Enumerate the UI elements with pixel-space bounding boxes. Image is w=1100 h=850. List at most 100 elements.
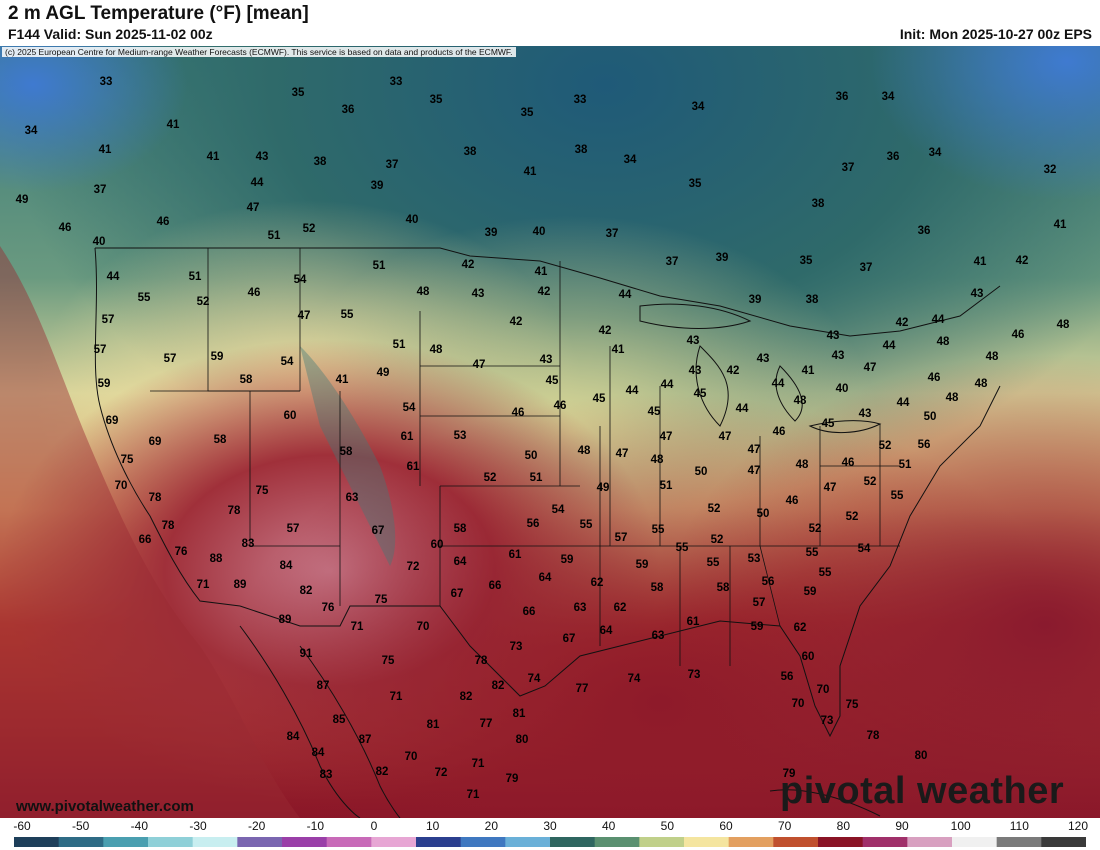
temperature-value: 59 xyxy=(803,586,817,598)
temperature-value: 46 xyxy=(772,426,786,438)
temperature-value: 42 xyxy=(509,316,523,328)
temperature-value: 60 xyxy=(283,410,297,422)
colorbar-tick-label: 20 xyxy=(484,819,499,833)
temperature-value: 44 xyxy=(250,177,264,189)
temperature-value: 58 xyxy=(213,434,227,446)
temperature-value: 77 xyxy=(575,683,589,695)
temperature-value: 37 xyxy=(93,184,107,196)
temperature-value: 44 xyxy=(106,271,120,283)
colorbar-tick-label: 60 xyxy=(719,819,733,833)
temperature-value: 63 xyxy=(651,630,665,642)
temperature-value: 38 xyxy=(313,156,327,168)
temperature-value: 88 xyxy=(209,553,223,565)
temperature-value: 43 xyxy=(688,365,702,377)
temperature-value: 43 xyxy=(826,330,840,342)
colorbar-segment xyxy=(728,837,774,847)
temperature-value: 52 xyxy=(863,476,877,488)
temperature-map[interactable]: 33 35 33 35 33 34 36 34 34 41 36 35 38 38 34 36 34 41 41 43… xyxy=(0,46,1100,818)
temperature-value: 70 xyxy=(416,621,430,633)
temperature-value: 47 xyxy=(718,431,732,443)
temperature-value: 46 xyxy=(247,287,261,299)
temperature-value: 89 xyxy=(233,579,247,591)
temperature-value: 57 xyxy=(93,344,107,356)
temperature-value: 51 xyxy=(898,459,912,471)
temperature-value: 51 xyxy=(267,230,281,242)
colorbar-tick-label: -50 xyxy=(71,819,90,833)
temperature-value: 47 xyxy=(747,444,761,456)
temperature-value: 50 xyxy=(756,508,770,520)
temperature-value: 81 xyxy=(512,708,526,720)
temperature-value: 36 xyxy=(835,91,849,103)
temperature-value: 33 xyxy=(573,94,587,106)
temperature-value: 50 xyxy=(923,411,937,423)
temperature-value: 77 xyxy=(479,718,493,730)
temperature-value: 39 xyxy=(484,227,498,239)
temperature-value: 52 xyxy=(845,511,859,523)
temperature-value: 33 xyxy=(99,76,113,88)
temperature-value: 55 xyxy=(890,490,904,502)
temperature-value: 47 xyxy=(747,465,761,477)
temperature-value: 71 xyxy=(196,579,210,591)
temperature-value: 37 xyxy=(859,262,873,274)
temperature-value: 55 xyxy=(137,292,151,304)
copyright-notice: (c) 2025 European Centre for Medium-rang… xyxy=(2,47,516,57)
temperature-value: 37 xyxy=(665,256,679,268)
temperature-value: 82 xyxy=(299,585,313,597)
temperature-value: 79 xyxy=(505,773,519,785)
temperature-value: 59 xyxy=(97,378,111,390)
temperature-value: 80 xyxy=(515,734,529,746)
temperature-value: 66 xyxy=(138,534,152,546)
temperature-value: 64 xyxy=(538,572,552,584)
temperature-value: 75 xyxy=(374,594,388,606)
colorbar-segment xyxy=(639,837,685,847)
colorbar-segment xyxy=(326,837,372,847)
temperature-value: 57 xyxy=(614,532,628,544)
temperature-value: 35 xyxy=(799,255,813,267)
temperature-value: 48 xyxy=(1056,319,1070,331)
colorbar-tick-label: 40 xyxy=(601,819,616,833)
temperature-value: 62 xyxy=(613,602,627,614)
temperature-value: 48 xyxy=(936,336,950,348)
colorbar-segment xyxy=(1041,837,1086,847)
temperature-value: 42 xyxy=(1015,255,1029,267)
temperature-value: 82 xyxy=(375,766,389,778)
temperature-value: 39 xyxy=(370,180,384,192)
temperature-value: 74 xyxy=(627,673,641,685)
temperature-value: 63 xyxy=(345,492,359,504)
temperature-value: 59 xyxy=(750,621,764,633)
colorbar-tick-label: 70 xyxy=(777,819,792,833)
temperature-value: 75 xyxy=(381,655,395,667)
colorbar-segment xyxy=(505,837,551,847)
temperature-value: 40 xyxy=(532,226,546,238)
temperature-value: 41 xyxy=(206,151,220,163)
temperature-value: 57 xyxy=(101,314,115,326)
colorbar-tick-label: 50 xyxy=(660,819,675,833)
temperature-value: 85 xyxy=(332,714,346,726)
temperature-value: 70 xyxy=(114,480,128,492)
temperature-value: 44 xyxy=(625,385,639,397)
temperature-value: 78 xyxy=(474,655,488,667)
colorbar-tick-label: 90 xyxy=(895,819,909,833)
temperature-value: 43 xyxy=(471,288,485,300)
colorbar-tick-label: 80 xyxy=(836,819,851,833)
temperature-value: 84 xyxy=(279,560,293,572)
colorbar-tick-label: 120 xyxy=(1067,819,1089,833)
temperature-value: 67 xyxy=(562,633,576,645)
colorbar-segment xyxy=(773,837,819,847)
temperature-value: 52 xyxy=(808,523,822,535)
temperature-value: 79 xyxy=(782,768,796,780)
temperature-value: 66 xyxy=(522,606,536,618)
temperature-value: 47 xyxy=(246,202,260,214)
colorbar-tick-label: -30 xyxy=(189,819,207,833)
temperature-value: 43 xyxy=(255,151,269,163)
colorbar-tick-label: -60 xyxy=(13,819,31,833)
temperature-value: 52 xyxy=(483,472,497,484)
temperature-value: 40 xyxy=(405,214,419,226)
temperature-value: 46 xyxy=(58,222,72,234)
temperature-value: 55 xyxy=(340,309,354,321)
colorbar-segment xyxy=(371,837,417,847)
temperature-value: 36 xyxy=(886,151,900,163)
temperature-value: 51 xyxy=(392,339,406,351)
temperature-value: 64 xyxy=(599,625,613,637)
temperature-value: 37 xyxy=(385,159,399,171)
